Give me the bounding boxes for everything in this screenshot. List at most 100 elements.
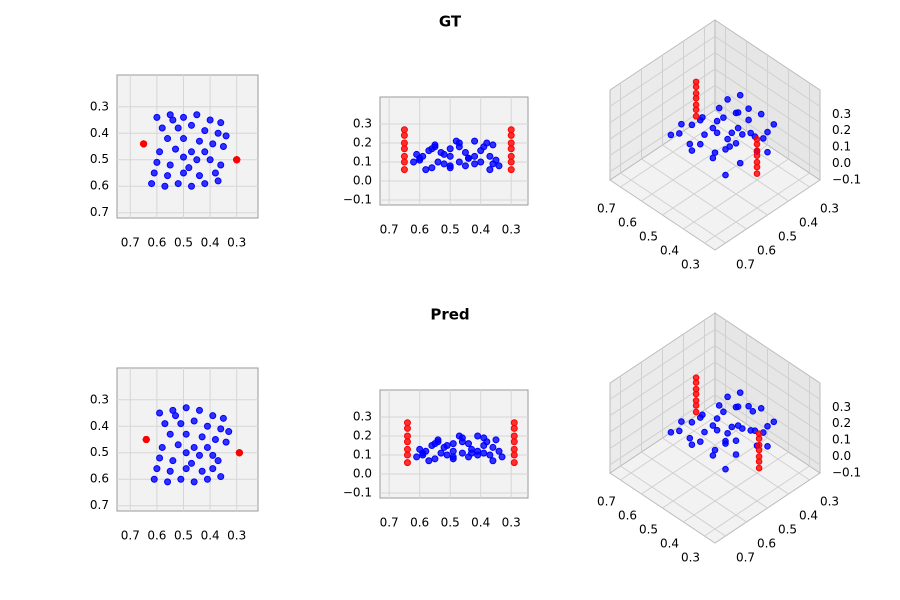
data-point xyxy=(676,427,683,435)
data-point xyxy=(510,432,518,440)
data-point xyxy=(489,160,497,168)
data-point xyxy=(446,152,454,160)
y-tick-label: 0.6 xyxy=(90,179,109,193)
data-point xyxy=(198,467,206,475)
data-point xyxy=(688,418,696,426)
data-point xyxy=(158,443,166,451)
data-point xyxy=(498,453,506,461)
data-point xyxy=(461,162,469,170)
data-point xyxy=(403,419,411,427)
data-point xyxy=(722,171,729,179)
data-point xyxy=(678,418,685,425)
data-point xyxy=(177,420,185,428)
data-point xyxy=(233,156,241,164)
data-point xyxy=(713,415,721,422)
x-tick-label: 0.5 xyxy=(441,223,460,237)
data-point xyxy=(201,148,209,156)
x-tick-label: 0.6 xyxy=(147,236,166,250)
data-point xyxy=(764,443,771,450)
y-tick-label: 0.0 xyxy=(353,467,372,481)
grid-line xyxy=(609,35,716,107)
data-point xyxy=(692,374,700,381)
data-point xyxy=(403,438,411,446)
y-tick-label: 0.7 xyxy=(736,258,755,272)
data-point xyxy=(153,113,161,121)
data-point xyxy=(486,152,494,160)
y-tick-label: 0.3 xyxy=(353,410,372,424)
data-point xyxy=(720,114,727,121)
data-point xyxy=(428,164,436,172)
data-point xyxy=(449,447,457,455)
grid-line xyxy=(609,52,716,124)
data-point xyxy=(724,429,731,437)
data-point xyxy=(486,451,494,459)
data-point xyxy=(510,419,518,427)
data-point xyxy=(422,166,430,174)
data-point xyxy=(206,116,214,124)
data-point xyxy=(458,449,466,457)
data-point xyxy=(686,140,694,148)
data-point xyxy=(153,465,161,473)
y-tick-label: −0.1 xyxy=(343,193,372,207)
data-point xyxy=(174,124,182,132)
data-point xyxy=(676,130,683,137)
data-point xyxy=(180,135,188,143)
x-tick-label: 0.4 xyxy=(471,516,490,530)
data-point xyxy=(461,149,469,157)
x-tick-label: 0.6 xyxy=(410,223,429,237)
y-tick-label: 0.4 xyxy=(90,126,109,140)
data-point xyxy=(153,158,161,166)
data-point xyxy=(489,443,497,451)
y-tick-label: 0.4 xyxy=(90,419,109,433)
grid-line xyxy=(641,158,747,230)
data-point xyxy=(180,169,188,177)
y-tick-label: −0.1 xyxy=(343,486,372,500)
data-point xyxy=(736,159,744,167)
data-point xyxy=(437,449,445,457)
data-point xyxy=(206,156,214,164)
data-point xyxy=(701,131,708,138)
data-point xyxy=(471,152,479,160)
data-point xyxy=(510,438,518,446)
data-point xyxy=(709,452,717,459)
data-point xyxy=(458,438,466,446)
data-point xyxy=(688,441,696,448)
x-tick-label: 0.7 xyxy=(121,529,140,543)
data-point xyxy=(474,432,482,440)
grid-line xyxy=(714,361,821,433)
data-point xyxy=(486,166,494,174)
data-point xyxy=(724,96,731,103)
data-point xyxy=(749,408,757,415)
data-point xyxy=(156,148,164,156)
x-tick-label: 0.7 xyxy=(597,202,616,216)
data-point xyxy=(688,121,696,129)
data-point xyxy=(434,436,442,444)
data-point xyxy=(449,455,457,463)
data-point xyxy=(692,90,700,97)
data-point xyxy=(148,180,156,188)
data-point xyxy=(495,162,503,170)
grid-line xyxy=(609,361,716,433)
data-point xyxy=(480,449,488,457)
data-point xyxy=(728,129,736,137)
data-point xyxy=(699,114,706,121)
data-point xyxy=(201,127,209,135)
data-point xyxy=(753,170,761,177)
y-tick-label: 0.2 xyxy=(353,136,372,150)
data-point xyxy=(726,143,734,150)
data-point xyxy=(757,404,765,412)
data-point xyxy=(736,91,744,99)
data-point xyxy=(425,457,433,465)
data-point xyxy=(211,436,219,443)
x-tick-label: 0.4 xyxy=(201,529,220,543)
z-tick-label: 0.1 xyxy=(832,140,851,154)
data-point xyxy=(755,453,763,460)
data-point xyxy=(764,422,771,430)
data-point xyxy=(732,437,740,445)
data-point xyxy=(193,111,201,119)
data-point xyxy=(211,169,219,177)
z-tick-label: 0.2 xyxy=(832,123,851,137)
y-tick-label: 0.5 xyxy=(778,230,797,244)
data-point xyxy=(747,427,755,434)
data-point xyxy=(745,116,752,124)
